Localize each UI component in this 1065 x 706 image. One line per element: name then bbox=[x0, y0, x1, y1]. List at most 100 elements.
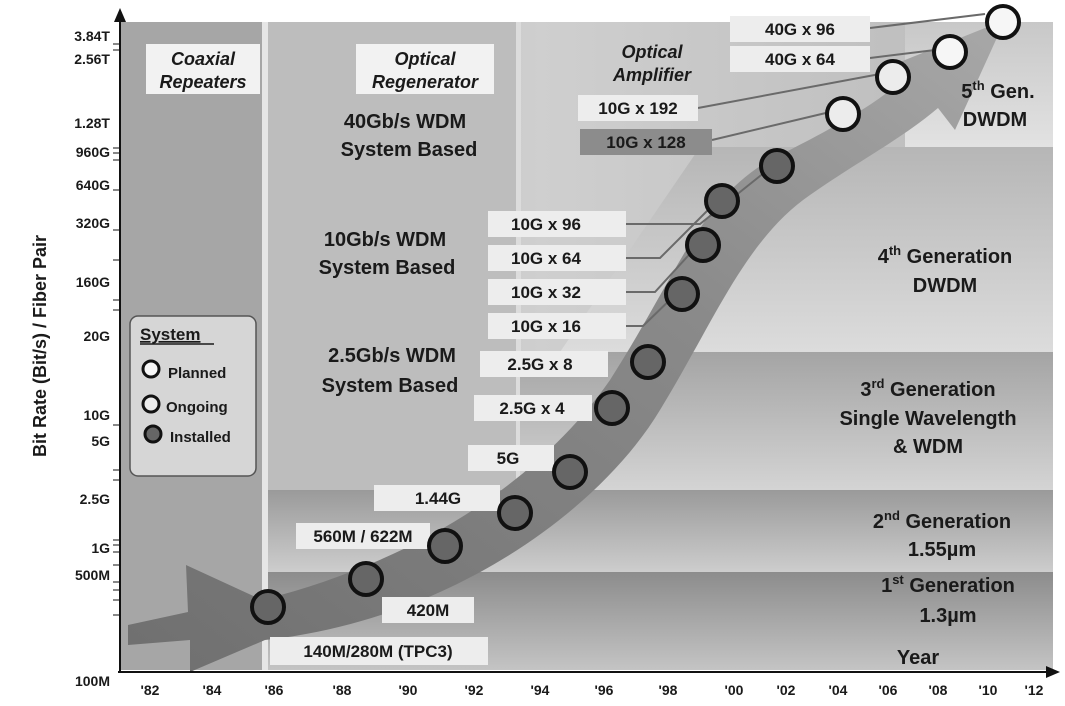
era-label-line: Optical bbox=[621, 42, 683, 62]
legend-ongoing-label: Ongoing bbox=[166, 399, 228, 416]
legend-ongoing-swatch bbox=[141, 394, 161, 414]
capacity-label-10gx32: 10G x 32 bbox=[488, 279, 626, 305]
capacity-label-10gx192: 10G x 192 bbox=[578, 95, 698, 121]
generation-1-label: 1st Generation 1.3µm bbox=[881, 572, 1015, 627]
milestone-installed bbox=[250, 589, 286, 625]
capacity-label-text: 140M/280M (TPC3) bbox=[303, 642, 452, 661]
x-tick-label: '92 bbox=[465, 682, 484, 698]
x-tick-label: '02 bbox=[777, 682, 796, 698]
capacity-label-10gx96: 10G x 96 bbox=[488, 211, 626, 237]
x-tick-label: '04 bbox=[829, 682, 848, 698]
y-tick-label: 320G bbox=[76, 215, 110, 231]
milestones bbox=[250, 4, 1021, 625]
x-tick-label: '90 bbox=[399, 682, 418, 698]
capacity-label-40gx64: 40G x 64 bbox=[730, 46, 870, 72]
y-tick-label: 5G bbox=[91, 433, 110, 449]
y-tick-labels: 3.84T 2.56T 1.28T 960G 640G 320G 160G 20… bbox=[74, 28, 110, 689]
capacity-label-text: 40G x 64 bbox=[765, 50, 835, 69]
x-tick-label: '12 bbox=[1025, 682, 1044, 698]
generation-4-label: 4th Generation DWDM bbox=[878, 243, 1013, 297]
capacity-label-text: 10G x 128 bbox=[606, 133, 685, 152]
era-label-line: Coaxial bbox=[171, 49, 236, 69]
system-label-line: 2.5Gb/s WDM bbox=[328, 345, 456, 367]
leader-line-40gx64 bbox=[869, 49, 936, 59]
era-label-line: Regenerator bbox=[372, 72, 479, 92]
x-axis-arrowhead bbox=[1046, 666, 1060, 678]
generation-detail: DWDM bbox=[963, 109, 1027, 131]
y-tick-label: 1G bbox=[91, 540, 110, 556]
capacity-label-560m-622m: 560M / 622M bbox=[296, 523, 430, 549]
generation-number: 5 bbox=[961, 81, 972, 103]
label-2.5gbs-wdm: 2.5Gb/s WDM System Based bbox=[322, 345, 459, 397]
generation-number: 2 bbox=[873, 511, 884, 533]
x-tick-label: '08 bbox=[929, 682, 948, 698]
y-axis-arrowhead bbox=[114, 8, 126, 22]
label-10gbs-wdm: 10Gb/s WDM System Based bbox=[319, 229, 456, 279]
y-tick-label: 3.84T bbox=[74, 28, 110, 44]
growth-arrow bbox=[128, 20, 1005, 672]
capacity-label-text: 40G x 96 bbox=[765, 20, 835, 39]
capacity-label-140m-280m: 140M/280M (TPC3) bbox=[270, 637, 488, 665]
capacity-label-5g: 5G bbox=[468, 445, 554, 471]
y-tick-label: 10G bbox=[84, 407, 111, 423]
generation-title: 4th Generation bbox=[878, 243, 1013, 268]
generation-ordinal-suffix: st bbox=[892, 572, 904, 587]
system-label-line: System Based bbox=[322, 375, 459, 397]
milestone-installed bbox=[759, 148, 795, 184]
y-tick-label: 1.28T bbox=[74, 115, 110, 131]
leader-line-10gx96 bbox=[626, 163, 776, 225]
capacity-label-text: 10G x 192 bbox=[598, 99, 677, 118]
capacity-label-text: 2.5G x 8 bbox=[507, 355, 572, 374]
generation-number: 4 bbox=[878, 246, 890, 268]
label-40gbs-wdm: 40Gb/s WDM System Based bbox=[341, 111, 478, 161]
era-label-line: Optical bbox=[394, 49, 456, 69]
milestone-installed bbox=[704, 183, 740, 219]
capacity-label-text: 2.5G x 4 bbox=[499, 399, 565, 418]
generation-title: 1st Generation bbox=[881, 572, 1015, 597]
legend: System Planned Ongoing Installed bbox=[129, 315, 257, 477]
leader-lines bbox=[626, 13, 986, 327]
x-tick-label: '94 bbox=[531, 682, 550, 698]
y-tick-label: 100M bbox=[75, 673, 110, 689]
y-tick-label: 2.5G bbox=[80, 491, 110, 507]
leader-line-10gx16 bbox=[626, 291, 679, 327]
y-tick-label: 160G bbox=[76, 274, 110, 290]
capacity-label-text: 1.44G bbox=[415, 489, 461, 508]
generation-ordinal-suffix: rd bbox=[871, 376, 884, 391]
era-optical-regenerator: Optical Regenerator bbox=[356, 44, 494, 94]
system-label-line: 40Gb/s WDM bbox=[344, 111, 466, 133]
x-tick-label: '88 bbox=[333, 682, 352, 698]
y-tick-label: 2.56T bbox=[74, 51, 110, 67]
generation-detail: & WDM bbox=[893, 436, 963, 458]
generation-ordinal-suffix: th bbox=[889, 243, 901, 258]
legend-planned-label: Planned bbox=[168, 365, 226, 382]
capacity-label-text: 10G x 64 bbox=[511, 249, 581, 268]
x-tick-label: '84 bbox=[203, 682, 222, 698]
generation-word: Generation bbox=[900, 511, 1011, 533]
capacity-label-1.44g: 1.44G bbox=[374, 485, 500, 511]
x-tick-label: '86 bbox=[265, 682, 284, 698]
y-axis-title: Bit Rate (Bit/s) / Fiber Pair bbox=[30, 235, 50, 457]
capacity-label-10gx64: 10G x 64 bbox=[488, 245, 626, 271]
capacity-label-text: 10G x 32 bbox=[511, 283, 581, 302]
capacity-label-text: 10G x 16 bbox=[511, 317, 581, 336]
x-tick-label: '82 bbox=[141, 682, 160, 698]
generation-number: 1 bbox=[881, 575, 892, 597]
milestone-planned bbox=[932, 34, 968, 70]
leader-line-10gx128 bbox=[711, 111, 831, 141]
generation-detail: 1.55µm bbox=[908, 539, 976, 561]
milestone-installed bbox=[348, 561, 384, 597]
x-tick-label: '00 bbox=[725, 682, 744, 698]
generation-ordinal-suffix: nd bbox=[884, 508, 900, 523]
regenerator-divider bbox=[516, 22, 521, 670]
milestone-installed bbox=[630, 344, 666, 380]
y-tick-label: 20G bbox=[84, 328, 111, 344]
system-label-line: System Based bbox=[319, 257, 456, 279]
system-label-line: 10Gb/s WDM bbox=[324, 229, 446, 251]
generation-word: Generation bbox=[901, 246, 1012, 268]
generation-3-label: 3rd Generation Single Wavelength & WDM bbox=[839, 376, 1016, 458]
y-minor-ticks bbox=[113, 43, 120, 616]
capacity-label-text: 5G bbox=[497, 449, 520, 468]
milestone-installed bbox=[552, 454, 588, 490]
